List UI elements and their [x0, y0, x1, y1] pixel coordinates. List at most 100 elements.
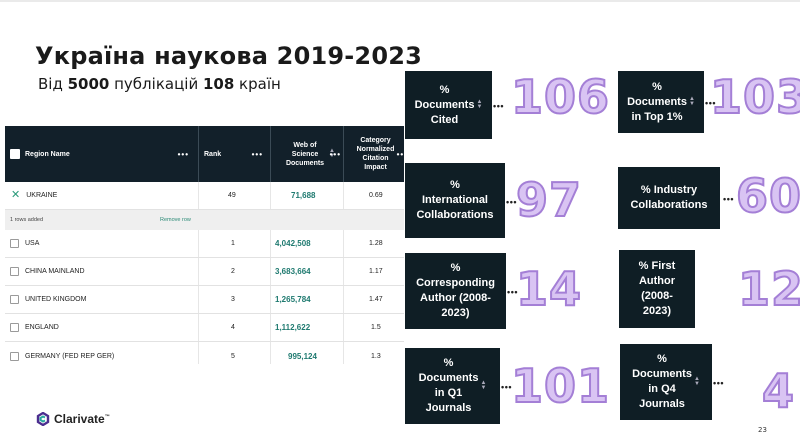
cnci-value: 1.47 [369, 296, 383, 303]
docs-value[interactable]: 1,112,622 [275, 323, 311, 332]
more-dots-icon[interactable]: ••• [501, 382, 512, 392]
table-row[interactable]: USA 1 4,042,508 1.28 [5, 230, 404, 258]
rank-value: 4 [231, 324, 235, 331]
metric-intl-collab-value: 97 [515, 173, 583, 227]
subtitle-countries-count: 108 [202, 75, 235, 93]
docs-value[interactable]: 3,683,664 [275, 267, 311, 276]
header-cnci-label: Category Normalized Citation Impact [356, 137, 395, 171]
more-dots-icon[interactable]: ••• [396, 150, 404, 159]
metric-label: % International Collaborations [416, 179, 494, 221]
docs-value[interactable]: 71,688 [291, 191, 316, 200]
region-name: UKRAINE [26, 192, 58, 199]
metric-label: % Corresponding Author (2008- 2023) [416, 262, 495, 319]
logo-trademark: ™ [104, 414, 110, 420]
metric-q4: % Documents in Q4 Journals ▲ ▼ ••• [620, 344, 724, 420]
region-name: GERMANY (FED REP GER) [25, 352, 115, 360]
region-name: UNITED KINGDOM [25, 296, 87, 303]
clarivate-logo-icon [36, 412, 50, 426]
subtitle-text: публікацій [109, 75, 203, 93]
metric-top1-value: 103 [709, 70, 800, 124]
header-cnci[interactable]: Category Normalized Citation Impact ••• [347, 126, 404, 182]
page-number: 23 [758, 426, 767, 434]
rank-value: 49 [228, 192, 236, 199]
sort-arrows-icon[interactable]: ▲ ▼ [688, 96, 695, 107]
metric-corresponding: % Corresponding Author (2008- 2023) ••• [405, 253, 518, 329]
metric-docs-cited: % Documents Cited ▲ ▼ ••• [405, 71, 504, 139]
slide-subtitle: Від 5000 публікацій 108 країн [38, 75, 281, 93]
table-row-selected[interactable]: ✕ UKRAINE 49 71,688 0.69 [5, 182, 404, 210]
metric-q4-value: 4 [761, 364, 796, 418]
region-name: CHINA MAINLAND [25, 268, 85, 275]
region-table: Region Name ••• Rank ••• Web of Science … [5, 126, 404, 364]
cnci-value: 0.69 [369, 192, 383, 199]
metric-label: % Documents Cited [414, 83, 475, 126]
column-divider [198, 182, 199, 364]
metric-first-author-value: 12 [737, 262, 800, 316]
header-rank[interactable]: Rank ••• [204, 126, 269, 182]
header-region[interactable]: Region Name ••• [10, 126, 195, 182]
slide-title: Україна наукова 2019-2023 [35, 42, 423, 70]
subtitle-text: Від [38, 75, 68, 93]
logo-text: Clarivate™ [54, 412, 110, 426]
header-docs-label: Web of Science Documents [285, 141, 325, 167]
more-dots-icon[interactable]: ••• [329, 150, 341, 159]
docs-value[interactable]: 4,042,508 [275, 239, 311, 248]
cnci-value: 1.28 [369, 240, 383, 247]
header-docs[interactable]: Web of Science Documents ▲ ▼ ••• [277, 126, 341, 182]
region-cell: ENGLAND [10, 314, 59, 341]
region-cell: USA [10, 230, 39, 257]
logo-wordmark: Clarivate [54, 412, 105, 426]
header-divider [198, 126, 199, 182]
table-row[interactable]: GERMANY (FED REP GER) 5 995,124 1.3 [5, 342, 404, 364]
more-dots-icon[interactable]: ••• [493, 101, 504, 111]
metric-label: % Documents in Q4 Journals [632, 353, 692, 410]
checkbox-icon[interactable] [10, 239, 19, 248]
checkbox-icon[interactable] [10, 323, 19, 332]
header-divider [270, 126, 271, 182]
metric-label: % First Author (2008- 2023) [638, 260, 676, 317]
metric-industry-collab: % Industry Collaborations ••• [618, 167, 734, 229]
more-dots-icon[interactable]: ••• [506, 196, 517, 207]
table-row[interactable]: ENGLAND 4 1,112,622 1.5 [5, 314, 404, 342]
sort-arrows-icon[interactable]: ▲ ▼ [476, 99, 483, 110]
checkbox-icon[interactable] [10, 351, 19, 361]
checkbox-icon[interactable] [10, 295, 19, 304]
metric-corresponding-value: 14 [515, 262, 583, 316]
rank-value: 3 [231, 296, 235, 303]
sort-arrows-icon[interactable]: ▲ ▼ [480, 380, 487, 391]
metric-industry-collab-value: 60 [735, 169, 800, 223]
top-divider [0, 0, 800, 2]
metric-label: % Documents in Top 1% [627, 80, 687, 123]
more-dots-icon[interactable]: ••• [177, 150, 189, 159]
metric-top1: % Documents in Top 1% ▲ ▼ ••• [618, 71, 716, 133]
metric-q1-value: 101 [510, 359, 611, 413]
rows-added-bar: 1 rows added Remove row [5, 210, 404, 230]
sort-arrows-icon[interactable]: ▲ ▼ [693, 376, 700, 387]
checkbox-icon[interactable] [10, 267, 19, 276]
rank-value: 2 [231, 268, 235, 275]
more-dots-icon[interactable]: ••• [723, 194, 734, 204]
more-dots-icon[interactable]: ••• [507, 287, 518, 297]
header-divider [343, 126, 344, 182]
close-x-icon[interactable]: ✕ [11, 189, 21, 201]
rank-value: 5 [231, 352, 235, 360]
header-region-label: Region Name [25, 150, 70, 158]
docs-value[interactable]: 995,124 [288, 351, 317, 361]
more-dots-icon[interactable]: ••• [713, 378, 724, 388]
sort-arrows-icon[interactable]: ▲ ▼ [329, 148, 335, 159]
table-row[interactable]: UNITED KINGDOM 3 1,265,784 1.47 [5, 286, 404, 314]
remove-row-link[interactable]: Remove row [160, 217, 191, 223]
more-dots-icon[interactable]: ••• [251, 150, 263, 159]
column-divider [270, 182, 271, 364]
metric-first-author: % First Author (2008- 2023) [619, 250, 695, 328]
metric-q1: % Documents in Q1 Journals ▲ ▼ ••• [405, 348, 512, 424]
region-cell: ✕ UKRAINE [11, 182, 57, 209]
subtitle-text: країн [234, 75, 281, 93]
region-cell: CHINA MAINLAND [10, 258, 85, 285]
more-dots-icon[interactable]: ••• [705, 98, 716, 108]
rank-value: 1 [231, 240, 235, 247]
checkbox-icon[interactable] [10, 149, 20, 159]
cnci-value: 1.3 [371, 352, 381, 360]
table-row[interactable]: CHINA MAINLAND 2 3,683,664 1.17 [5, 258, 404, 286]
docs-value[interactable]: 1,265,784 [275, 295, 311, 304]
